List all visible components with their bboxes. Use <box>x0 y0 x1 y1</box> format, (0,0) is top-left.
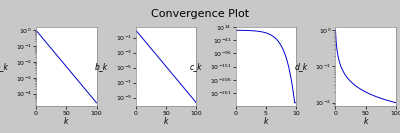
Y-axis label: a_k: a_k <box>0 62 8 71</box>
X-axis label: k: k <box>164 117 168 126</box>
Y-axis label: b_k: b_k <box>95 62 108 71</box>
Text: Convergence Plot: Convergence Plot <box>151 9 249 19</box>
X-axis label: k: k <box>364 117 368 126</box>
X-axis label: k: k <box>264 117 268 126</box>
Y-axis label: c_k: c_k <box>190 62 202 71</box>
X-axis label: k: k <box>64 117 68 126</box>
Y-axis label: d_k: d_k <box>295 62 308 71</box>
